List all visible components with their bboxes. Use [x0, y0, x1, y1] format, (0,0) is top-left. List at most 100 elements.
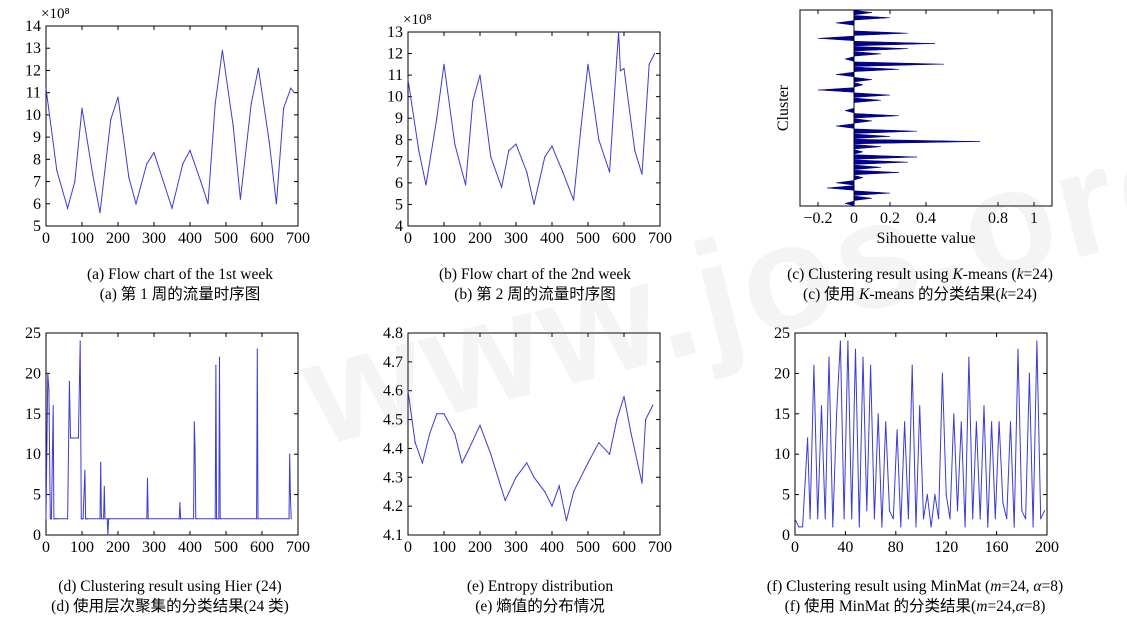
data-point [619, 70, 622, 72]
silhouette-bar [835, 20, 855, 26]
data-point [436, 117, 438, 119]
y-tick-label: 6 [395, 175, 403, 192]
data-point [293, 92, 295, 94]
data-point [86, 518, 88, 520]
silhouette-bar [853, 61, 945, 67]
data-point [885, 421, 887, 423]
y-tick-label: 7 [395, 153, 403, 170]
silhouette-bar [853, 195, 873, 201]
silhouette-bar [853, 138, 981, 145]
silhouette-bar [844, 107, 855, 114]
y-tick-label: 13 [25, 40, 41, 57]
data-point [820, 405, 823, 407]
y-tick-label: 5 [782, 487, 790, 504]
x-tick-label: 300 [142, 539, 166, 556]
data-point [907, 518, 910, 520]
data-point [616, 57, 618, 59]
data-point [54, 518, 56, 520]
y-tick-label: 9 [395, 110, 403, 127]
y-tick-label: 4.5 [383, 412, 403, 429]
data-point [1028, 372, 1030, 374]
y-tick-label: 10 [387, 89, 403, 106]
data-point [987, 526, 989, 528]
data-point [214, 518, 216, 520]
y-tick-label: 5 [33, 218, 41, 235]
data-point [832, 526, 834, 528]
data-point [960, 421, 962, 423]
caption-f: (f) Clustering result using MinMat (m=24… [705, 577, 1125, 617]
data-point [47, 372, 49, 374]
data-point [1040, 518, 1042, 520]
x-tick-label: 160 [985, 539, 1009, 556]
data-point [443, 413, 445, 415]
caption-a: (a) Flow chart of the 1st week (a) 第 1 周… [20, 265, 340, 305]
data-point [565, 520, 568, 522]
data-point [544, 156, 546, 158]
silhouette-bar [826, 185, 855, 191]
data-point [598, 139, 600, 141]
silhouette-bar [853, 113, 900, 119]
data-point [919, 405, 921, 407]
x-tick-label: 700 [648, 230, 672, 247]
data-point [858, 526, 860, 528]
caption-e-en: (e) Entropy distribution [466, 578, 614, 595]
data-point [1009, 421, 1012, 423]
data-point [807, 437, 809, 439]
data-point [193, 421, 195, 423]
data-point [854, 348, 857, 350]
silhouette-bar [853, 174, 864, 181]
y-tick-label: 8 [395, 132, 403, 149]
data-point [218, 518, 220, 520]
y-exponent-label: ×10⁸ [41, 6, 70, 22]
data-point [421, 462, 423, 464]
caption-f-zh: (f) 使用 MinMat 的分类结果(m=24,α=8) [784, 598, 1046, 615]
x-tick-label: 200 [106, 230, 130, 247]
chart-e: 0 100 200 300 400 500 600 700 4.1 4.2 4.3 4.4 4.5 4.6… [383, 325, 672, 556]
silhouette-bar [853, 154, 918, 160]
caption-d: (d) Clustering result using Hier (24) (d… [0, 577, 340, 617]
data-point [99, 518, 101, 520]
data-point [587, 462, 589, 464]
data-point [641, 482, 643, 484]
data-point [873, 518, 876, 520]
data-point [81, 518, 83, 520]
data-point [193, 518, 195, 520]
data-point [194, 445, 196, 447]
data-point [182, 163, 184, 165]
data-point [551, 145, 553, 147]
data-point [836, 413, 838, 415]
y-exponent-label: ×10⁸ [403, 12, 432, 28]
silhouette-bar [853, 92, 891, 98]
data-point [824, 518, 826, 520]
silhouette-bar [853, 164, 882, 170]
silhouette-bar [853, 9, 873, 16]
caption-b-en: (b) Flow chart of the 2nd week [439, 266, 631, 283]
data-point [79, 340, 81, 342]
chart-b: 0 100 200 300 400 500 600 700 4 5 6 7 8 9 10 11 12 13×10⁸ [387, 12, 672, 247]
data-point [232, 125, 234, 127]
x-tick-label: −0.2 [803, 210, 832, 227]
y-tick-label: 10 [25, 107, 41, 124]
data-point [983, 405, 985, 407]
x-tick-label: 200 [468, 230, 492, 247]
y-tick-label: 15 [774, 406, 790, 423]
data-point [436, 413, 438, 415]
data-point [911, 364, 913, 366]
data-point [817, 518, 819, 520]
silhouette-bar [835, 180, 855, 186]
data-point [82, 518, 84, 520]
x-tick-label: 400 [540, 230, 564, 247]
y-tick-label: 4.8 [383, 325, 403, 342]
x-tick-label: 600 [612, 539, 636, 556]
caption-a-en: (a) Flow chart of the 1st week [87, 266, 273, 283]
data-point [257, 67, 259, 69]
data-point [573, 199, 575, 201]
x-axis-label: Sihouette value [876, 230, 975, 247]
data-point [881, 526, 883, 528]
data-point [49, 518, 51, 520]
y-tick-label: 13 [387, 24, 403, 41]
data-point [544, 491, 546, 493]
data-point [100, 461, 102, 463]
data-point [888, 510, 891, 512]
silhouette-bar [853, 149, 864, 155]
